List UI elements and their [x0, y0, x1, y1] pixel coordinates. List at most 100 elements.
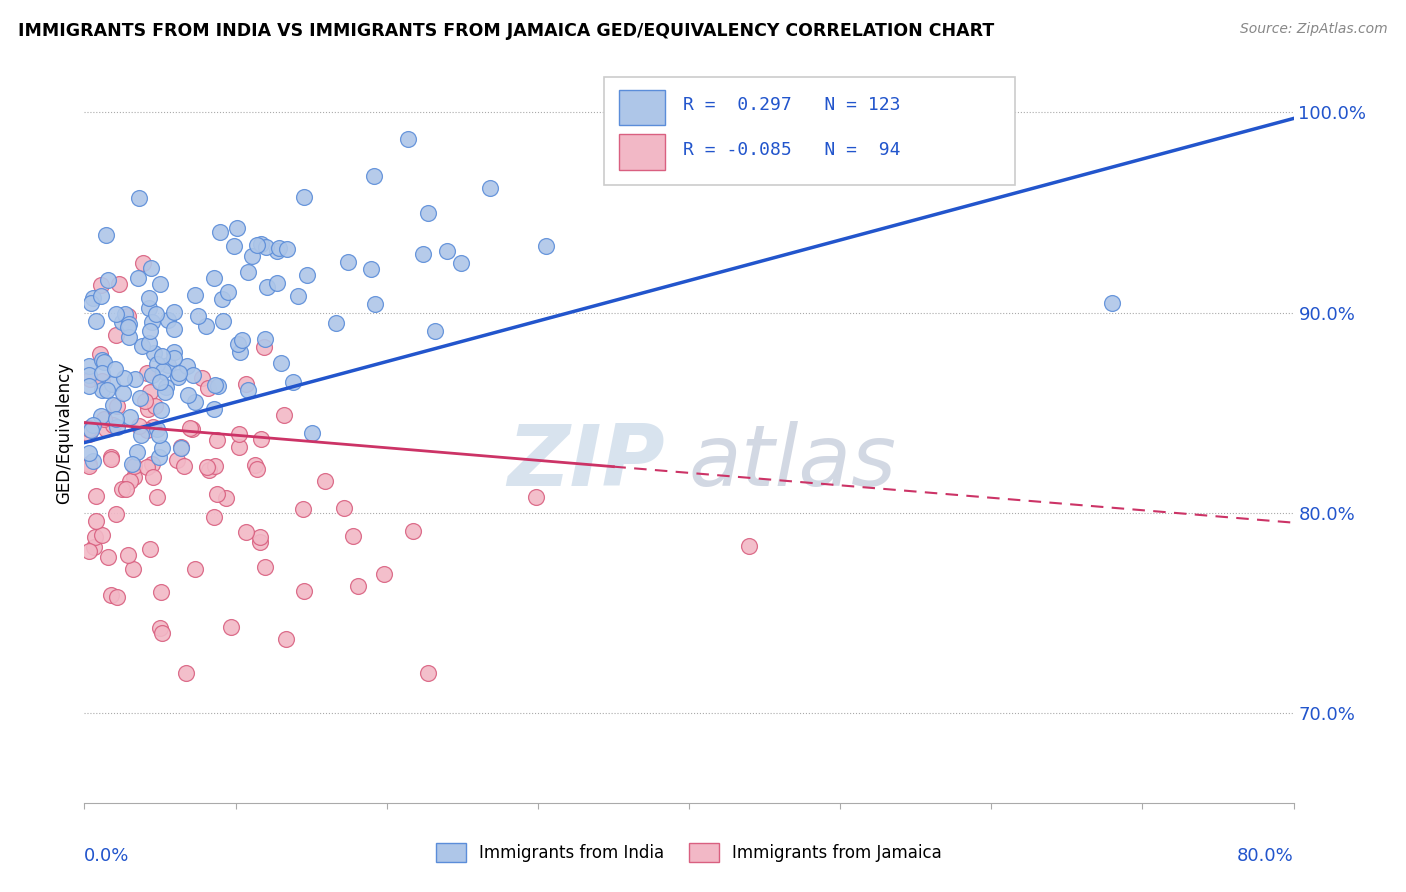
Point: [167, 366, 190, 380]
Point: [97, 550, 120, 565]
Point: [236, 384, 259, 398]
Point: [131, 339, 153, 353]
Point: [104, 362, 127, 376]
Point: [152, 349, 174, 363]
Y-axis label: GED/Equivalency: GED/Equivalency: [55, 361, 73, 504]
Point: [117, 320, 139, 334]
Point: [180, 422, 202, 436]
Point: [141, 458, 163, 472]
Point: [478, 181, 501, 195]
Point: [124, 372, 146, 386]
Point: [436, 244, 458, 259]
Point: [111, 482, 134, 496]
Point: [80, 295, 103, 310]
Point: [149, 403, 172, 417]
Point: [266, 244, 288, 258]
Point: [202, 401, 225, 416]
Point: [228, 427, 250, 442]
Point: [204, 510, 226, 524]
Point: [77, 359, 100, 374]
Point: [100, 450, 122, 465]
Point: [135, 460, 157, 475]
Text: R = -0.085   N =  94: R = -0.085 N = 94: [683, 141, 900, 159]
Point: [142, 470, 165, 484]
Point: [157, 358, 180, 372]
Point: [174, 665, 197, 680]
Point: [163, 322, 186, 336]
Point: [246, 462, 269, 476]
Point: [77, 422, 100, 436]
Point: [418, 205, 440, 219]
Text: IMMIGRANTS FROM INDIA VS IMMIGRANTS FROM JAMAICA GED/EQUIVALENCY CORRELATION CHA: IMMIGRANTS FROM INDIA VS IMMIGRANTS FROM…: [18, 22, 994, 40]
Point: [222, 239, 245, 253]
Point: [84, 489, 107, 503]
Point: [249, 535, 271, 549]
Point: [118, 318, 141, 332]
Point: [145, 307, 167, 321]
Point: [129, 392, 152, 406]
Point: [139, 260, 162, 275]
Point: [105, 412, 128, 426]
Point: [94, 422, 117, 436]
Point: [229, 345, 252, 359]
Point: [105, 399, 128, 413]
Point: [118, 330, 141, 344]
Point: [195, 319, 218, 334]
Point: [291, 501, 314, 516]
Point: [97, 273, 120, 287]
Point: [155, 380, 177, 394]
Point: [287, 289, 309, 303]
Point: [148, 427, 170, 442]
Point: [177, 388, 200, 402]
Point: [212, 314, 235, 328]
Point: [183, 562, 205, 576]
Text: 0.0%: 0.0%: [84, 847, 129, 865]
Point: [205, 434, 228, 448]
Text: atlas: atlas: [689, 421, 897, 504]
FancyBboxPatch shape: [605, 78, 1015, 185]
Point: [360, 261, 382, 276]
Point: [396, 132, 419, 146]
Point: [136, 423, 159, 437]
Point: [141, 315, 163, 329]
Point: [112, 370, 135, 384]
Point: [148, 450, 170, 464]
Point: [166, 453, 188, 467]
Point: [152, 364, 174, 378]
Point: [101, 376, 124, 391]
Point: [77, 544, 100, 558]
FancyBboxPatch shape: [619, 135, 665, 169]
Legend: Immigrants from India, Immigrants from Jamaica: Immigrants from India, Immigrants from J…: [429, 836, 949, 869]
Point: [295, 268, 318, 283]
Point: [236, 265, 259, 279]
Point: [226, 337, 249, 351]
Point: [170, 441, 193, 455]
Point: [105, 308, 128, 322]
Point: [121, 457, 143, 471]
Point: [204, 378, 226, 392]
Point: [77, 446, 100, 460]
Point: [150, 625, 173, 640]
Point: [105, 419, 128, 434]
Point: [184, 395, 207, 409]
Point: [256, 240, 278, 254]
Point: [209, 225, 232, 239]
Text: Source: ZipAtlas.com: Source: ZipAtlas.com: [1240, 22, 1388, 37]
Point: [416, 665, 439, 680]
Point: [96, 383, 118, 397]
Point: [314, 475, 336, 489]
Point: [163, 345, 186, 359]
Point: [77, 427, 100, 442]
Point: [93, 412, 115, 426]
Point: [337, 254, 360, 268]
Point: [231, 333, 253, 347]
Point: [124, 470, 146, 484]
Point: [149, 585, 172, 599]
Point: [114, 307, 136, 321]
Point: [266, 276, 288, 290]
Point: [127, 271, 149, 285]
Point: [79, 372, 101, 386]
Point: [90, 409, 112, 423]
Point: [114, 310, 136, 325]
Point: [181, 368, 204, 382]
